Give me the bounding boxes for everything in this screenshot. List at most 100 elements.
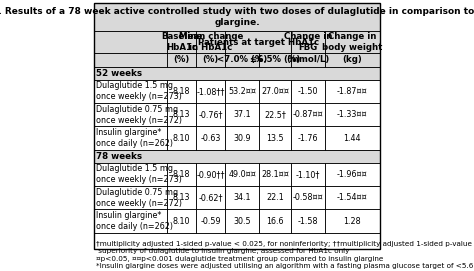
Bar <box>325 186 380 209</box>
Text: Patients at target HbA1c: Patients at target HbA1c <box>198 38 319 47</box>
Bar <box>259 80 291 103</box>
Text: 22.5†: 22.5† <box>264 110 286 119</box>
Text: 53.2¤¤: 53.2¤¤ <box>228 87 256 96</box>
Bar <box>196 186 225 209</box>
Bar <box>259 103 291 126</box>
Bar <box>167 103 196 126</box>
Bar <box>325 53 380 67</box>
Text: 8.18: 8.18 <box>173 87 191 96</box>
Text: ≤6.5% (%): ≤6.5% (%) <box>250 55 300 64</box>
Bar <box>225 126 259 150</box>
Bar <box>325 163 380 186</box>
Text: Table 4. Results of a 78 week active controlled study with two doses of dulaglut: Table 4. Results of a 78 week active con… <box>0 7 474 27</box>
Bar <box>225 53 259 67</box>
Bar <box>94 31 167 53</box>
Bar <box>225 186 259 209</box>
Text: (%): (%) <box>173 55 190 64</box>
Bar <box>196 209 225 233</box>
Bar <box>167 209 196 233</box>
Bar <box>167 126 196 150</box>
Bar <box>259 186 291 209</box>
Bar <box>325 80 380 103</box>
Bar <box>94 103 167 126</box>
Bar <box>167 163 196 186</box>
Bar <box>94 163 167 186</box>
Text: -1.33¤¤: -1.33¤¤ <box>337 110 367 119</box>
Bar <box>325 209 380 233</box>
Bar <box>325 31 380 53</box>
Text: (kg): (kg) <box>342 55 362 64</box>
Bar <box>291 209 325 233</box>
Bar <box>196 80 225 103</box>
Bar <box>94 126 167 150</box>
Text: -1.10†: -1.10† <box>296 170 320 179</box>
Bar <box>196 163 225 186</box>
Bar <box>259 126 291 150</box>
Text: -1.54¤¤: -1.54¤¤ <box>337 193 368 202</box>
Text: 8.13: 8.13 <box>173 110 191 119</box>
Bar <box>94 67 380 80</box>
Text: (%): (%) <box>202 55 219 64</box>
Bar <box>196 103 225 126</box>
Bar <box>94 126 167 150</box>
Bar <box>259 103 291 126</box>
Text: 1.44: 1.44 <box>344 134 361 143</box>
Bar <box>291 103 325 126</box>
Bar <box>291 186 325 209</box>
Bar <box>167 209 196 233</box>
Bar <box>94 2 380 31</box>
Bar <box>325 53 380 67</box>
Bar <box>196 186 225 209</box>
Text: 8.18: 8.18 <box>173 170 191 179</box>
Bar <box>167 53 196 67</box>
Bar <box>167 31 196 53</box>
Bar <box>94 209 167 233</box>
Bar <box>196 103 225 126</box>
Bar <box>325 126 380 150</box>
Bar <box>225 31 291 53</box>
Bar <box>325 126 380 150</box>
Text: Dulaglutide 0.75 mg
once weekly (n=272): Dulaglutide 0.75 mg once weekly (n=272) <box>96 188 182 208</box>
Text: Dulaglutide 1.5 mg
once weekly (n=273): Dulaglutide 1.5 mg once weekly (n=273) <box>96 164 182 185</box>
Bar <box>225 103 259 126</box>
Text: 49.0¤¤: 49.0¤¤ <box>228 170 256 179</box>
Bar <box>291 186 325 209</box>
Bar <box>94 163 167 186</box>
Text: 34.1: 34.1 <box>233 193 251 202</box>
Text: 22.1: 22.1 <box>266 193 284 202</box>
Text: Change in
FBG: Change in FBG <box>283 32 332 52</box>
Bar <box>196 126 225 150</box>
Bar <box>196 209 225 233</box>
Text: 16.6: 16.6 <box>266 217 283 226</box>
Bar <box>291 80 325 103</box>
Bar <box>225 53 259 67</box>
Bar <box>167 186 196 209</box>
Bar <box>225 163 259 186</box>
Text: <7.0% (%): <7.0% (%) <box>217 55 267 64</box>
Bar <box>291 163 325 186</box>
Bar <box>94 80 167 103</box>
Bar <box>259 53 291 67</box>
Bar <box>94 2 380 31</box>
Text: 30.9: 30.9 <box>233 134 251 143</box>
Bar <box>225 80 259 103</box>
Text: 1.28: 1.28 <box>344 217 361 226</box>
Text: -1.87¤¤: -1.87¤¤ <box>337 87 368 96</box>
Text: -0.87¤¤: -0.87¤¤ <box>292 110 323 119</box>
Bar <box>196 53 225 67</box>
Text: 8.13: 8.13 <box>173 193 191 202</box>
Bar <box>291 103 325 126</box>
Bar <box>225 103 259 126</box>
Text: -0.63: -0.63 <box>201 134 221 143</box>
Bar <box>325 31 380 53</box>
Bar <box>196 80 225 103</box>
Bar <box>94 67 380 80</box>
Text: 28.1¤¤: 28.1¤¤ <box>261 170 289 179</box>
Text: 27.0¤¤: 27.0¤¤ <box>261 87 289 96</box>
Bar <box>259 209 291 233</box>
Bar <box>167 53 196 67</box>
Text: -0.90††: -0.90†† <box>197 170 225 179</box>
Bar <box>325 80 380 103</box>
Bar <box>225 126 259 150</box>
Text: -0.62†: -0.62† <box>199 193 223 202</box>
